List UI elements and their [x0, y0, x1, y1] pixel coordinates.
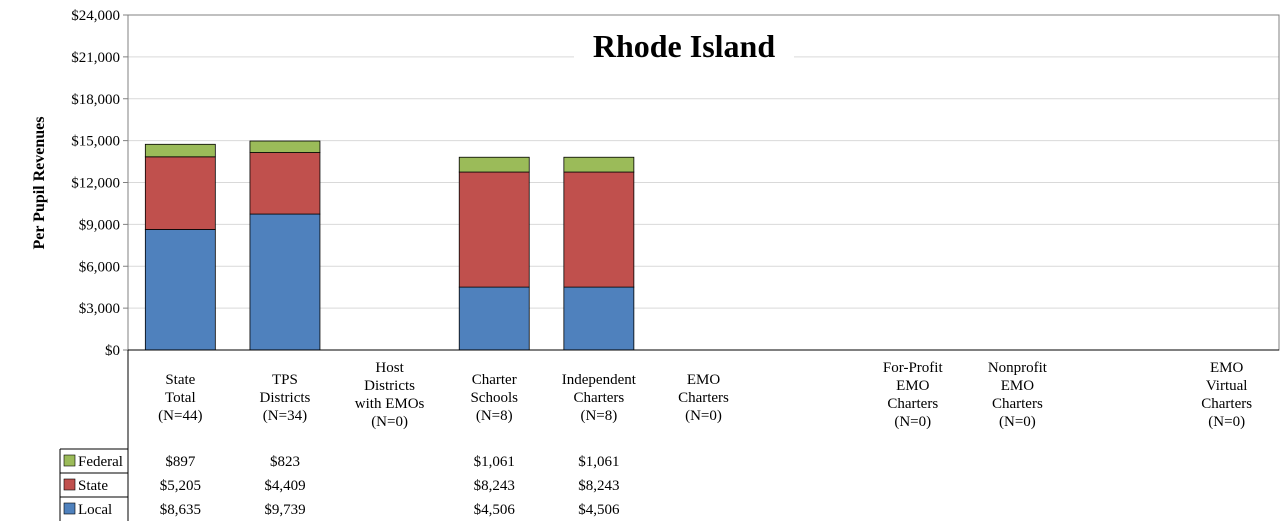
bar-state: [458, 171, 530, 288]
category-label: Host Districts with EMOs (N=0): [355, 360, 425, 430]
bar-federal: [458, 156, 530, 173]
category-label: TPS Districts (N=34): [260, 372, 311, 424]
axes: [123, 14, 1280, 351]
bar-local: [458, 286, 530, 351]
data-label-federal: $897: [165, 454, 196, 470]
bar-local: [563, 286, 635, 351]
data-label-local: $4,506: [474, 502, 516, 518]
data-label-local: $8,635: [160, 502, 201, 518]
data-label-local: $4,506: [578, 502, 620, 518]
category-labels: State Total (N=44) TPS Districts (N=34) Host Di…: [158, 360, 1252, 430]
y-tick-label: $24,000: [71, 8, 120, 24]
category-label: State Total (N=44): [158, 372, 202, 424]
data-label-state: $8,243: [474, 478, 515, 494]
data-label-local: $9,739: [264, 502, 305, 518]
legend-swatch-state: [63, 478, 76, 491]
bar-state: [144, 156, 216, 230]
bar-local: [249, 213, 321, 351]
y-tick-label: $15,000: [71, 134, 120, 150]
data-table: Federal $897 $823 $1,061 $1,061 State $5,205 $4…: [59, 350, 620, 521]
chart-title: Rhode Island: [593, 28, 776, 64]
legend-swatch-federal: [63, 454, 76, 467]
y-tick-label: $0: [105, 343, 120, 359]
y-tick-label: $3,000: [79, 301, 120, 317]
category-label: For-Profit EMO Charters (N=0): [883, 360, 944, 430]
category-label: Independent Charters (N=8): [562, 372, 637, 424]
legend-label-state: State: [78, 478, 108, 494]
legend-label-local: Local: [78, 502, 112, 518]
legend-label-federal: Federal: [78, 454, 123, 470]
y-tick-label: $18,000: [71, 92, 120, 108]
y-tick-label: $12,000: [71, 176, 120, 192]
bar-federal: [249, 140, 321, 153]
data-label-state: $5,205: [160, 478, 201, 494]
data-label-federal: $1,061: [474, 454, 515, 470]
category-label: EMO Charters (N=0): [678, 372, 729, 424]
category-label: Charter Schools (N=8): [470, 372, 518, 424]
legend-swatch-local: [63, 502, 76, 515]
bar-state: [563, 171, 635, 288]
data-label-state: $8,243: [578, 478, 619, 494]
data-label-state: $4,409: [264, 478, 305, 494]
y-tick-labels: $0 $3,000 $6,000 $9,000 $12,000 $15,000 $18,00…: [71, 8, 120, 359]
y-tick-label: $21,000: [71, 50, 120, 66]
bar-local: [144, 229, 216, 351]
bar-state: [249, 152, 321, 215]
y-tick-label: $9,000: [79, 217, 120, 233]
bars: [144, 140, 635, 351]
y-axis-label: Per Pupil Revenues: [31, 116, 48, 249]
category-label: EMO Virtual Charters (N=0): [1201, 360, 1252, 430]
bar-federal: [144, 143, 216, 158]
y-tick-label: $6,000: [79, 259, 120, 275]
data-label-federal: $1,061: [578, 454, 619, 470]
title-background: [574, 22, 794, 66]
bar-federal: [563, 156, 635, 173]
data-label-federal: $823: [270, 454, 300, 470]
category-label: Nonprofit EMO Charters (N=0): [988, 360, 1048, 430]
